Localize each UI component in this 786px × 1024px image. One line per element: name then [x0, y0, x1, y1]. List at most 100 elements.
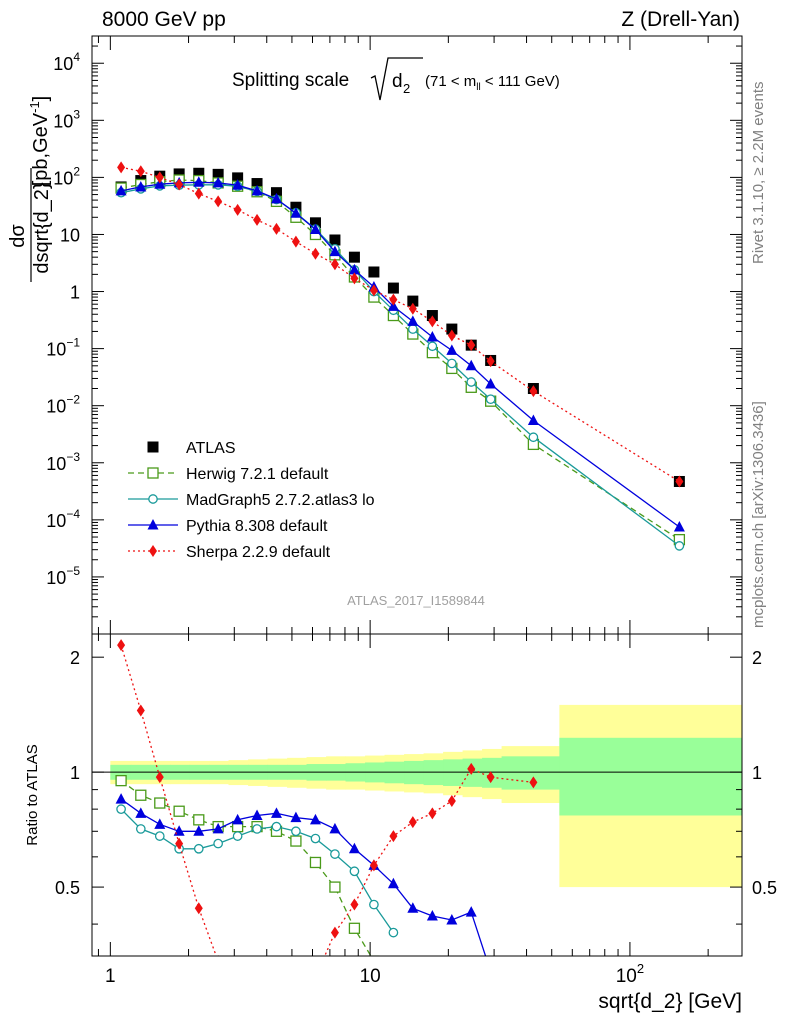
pythia-main-point	[290, 207, 302, 218]
madgraph5-legend-label: MadGraph5 2.7.2.atlas3 lo	[186, 492, 375, 509]
title-range-start: (71 < m	[425, 73, 476, 90]
herwig-ratio-point	[154, 797, 166, 809]
plot-title: Splitting scale d 2 (71 < mll < 111 GeV)	[232, 57, 560, 101]
sherpa-main-point	[467, 339, 476, 352]
pythia-ratio-point	[348, 842, 360, 854]
pythia-main-point	[193, 176, 205, 187]
madgraph5-main-point	[407, 324, 418, 334]
sherpa-ratio-point	[117, 639, 126, 652]
sherpa-ratio-point	[272, 1010, 280, 1022]
main-ytick-base: 10	[46, 568, 66, 588]
madgraph5-main-line	[120, 184, 680, 547]
pythia-ratio-point	[212, 822, 224, 834]
sherpa-main-point	[350, 272, 359, 285]
herwig-ratio-point	[193, 814, 205, 826]
atlas-main-point	[329, 234, 341, 246]
madgraph5-main-point	[528, 432, 539, 443]
sherpa-main-point	[675, 475, 684, 488]
pythia-main-point	[115, 184, 127, 196]
main-ytick-exp: −1	[66, 336, 80, 350]
pythia-main-point	[407, 315, 419, 326]
band-inner-bin	[443, 759, 464, 786]
sherpa-main-point	[117, 161, 126, 174]
x-tick-base: 10	[616, 966, 637, 987]
atlas-main-point	[173, 168, 185, 180]
sherpa-main-point	[311, 247, 320, 260]
sherpa-ratio-point	[369, 859, 378, 872]
madgraph5-main-point	[466, 377, 477, 387]
sherpa-main-point	[369, 284, 378, 297]
title-main: Splitting scale	[232, 70, 349, 91]
sherpa-main-point	[136, 165, 145, 178]
ratio-ytick-label-right: 0.5	[752, 878, 777, 898]
title-range: (71 < mll < 111 GeV)	[425, 73, 560, 93]
main-ytick-base: 10	[53, 54, 73, 74]
main-ytick-label: 10−1	[46, 336, 80, 360]
atlas-main-point	[193, 167, 205, 179]
x-axis-label: sqrt{d_2} [GeV]	[598, 990, 742, 1013]
ylabel-numerator: dσ	[7, 224, 29, 248]
atlas-main-point	[212, 168, 224, 180]
main-ytick-label: 10−5	[46, 564, 80, 588]
madgraph5-main-point	[674, 541, 685, 551]
main-ytick-exp: 3	[73, 107, 80, 121]
main-ytick-label: 10−3	[46, 450, 80, 474]
sherpa-main-line	[120, 166, 680, 483]
sherpa-legend-label: Sherpa 2.2.9 default	[186, 544, 331, 561]
pythia-main-point	[270, 192, 282, 204]
pythia-main-point	[309, 223, 321, 235]
sherpa-main-point	[214, 195, 223, 208]
pythia-main-point	[154, 178, 166, 189]
sherpa-main-point	[408, 302, 417, 315]
title-sqrt-sub: 2	[403, 81, 410, 96]
band-inner-bin	[482, 757, 503, 788]
pythia-ratio-point	[309, 813, 321, 825]
ylabel-unit-start: [pb,GeV	[30, 112, 52, 186]
madgraph5-ratio-point	[291, 826, 301, 837]
pythia-main-point	[527, 414, 539, 426]
pythia-ratio-point	[251, 809, 263, 820]
sherpa-main-point	[194, 187, 203, 200]
sherpa-ratio-point	[253, 1017, 261, 1024]
atlas-main-point	[368, 266, 380, 278]
herwig-ratio-point	[290, 835, 302, 847]
x-tick-exp: 2	[637, 961, 644, 976]
ratio-ytick-label-left: 1	[70, 763, 80, 783]
sqrt-sign	[370, 57, 423, 101]
madgraph5-main-point	[446, 358, 457, 369]
main-ytick-label: 10−2	[46, 393, 80, 417]
pythia-main-point	[348, 263, 360, 275]
herwig-ratio-point	[368, 955, 380, 956]
sherpa-main-point	[233, 203, 242, 216]
sherpa-main-point	[330, 258, 339, 271]
atlas-main-point	[387, 282, 399, 294]
main-ytick-label: 10−4	[46, 507, 80, 531]
ratio-panel: 0.5 0.51 12 2 1 10 102 Ratio to ATLAS sqrt{d_…	[24, 633, 777, 1024]
atlas-main-point	[446, 323, 458, 335]
title-sqrt-d: d	[392, 71, 403, 92]
main-ytick-exp: −3	[66, 450, 80, 464]
header-right: Z (Drell-Yan)	[621, 8, 740, 31]
main-ytick-base: 10	[53, 168, 73, 188]
madgraph5-main-point	[427, 341, 438, 352]
pythia-main-point	[212, 176, 224, 188]
title-range-sub: ll	[476, 82, 480, 93]
ratio-ytick-label-left: 0.5	[55, 878, 80, 898]
atlas-main-point	[407, 295, 419, 307]
pythia-main-point	[465, 359, 477, 371]
madgraph5-main-point	[485, 394, 496, 405]
pythia-ratio-point	[446, 914, 458, 925]
atlas-main-point	[348, 251, 360, 263]
madgraph5-ratio-point	[330, 849, 340, 859]
sherpa-ratio-point	[330, 926, 339, 939]
sherpa-ratio-point	[217, 955, 219, 956]
main-ytick-base: 10	[46, 397, 66, 417]
ylabel-unit-end: ]	[30, 96, 52, 102]
ratio-ytick-label-left: 2	[70, 648, 80, 668]
watermark: ATLAS_2017_I1589844	[347, 593, 485, 608]
pythia-main-point	[135, 180, 147, 192]
atlas-main-point	[251, 178, 263, 190]
main-ytick-label: 104	[53, 50, 80, 74]
sherpa-ratio-point	[389, 830, 398, 843]
